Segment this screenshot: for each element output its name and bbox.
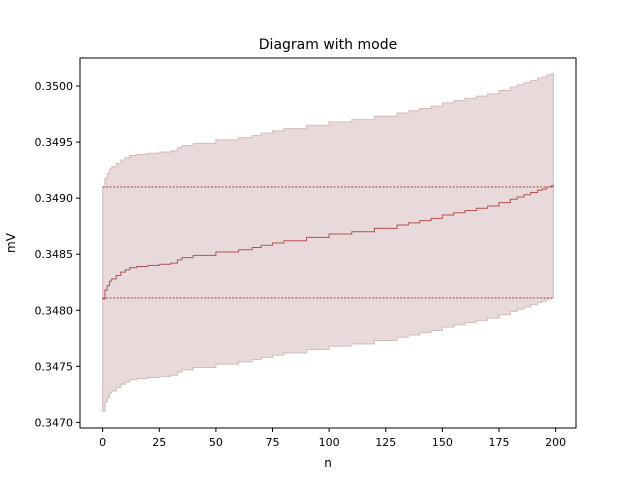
plot-area [102, 72, 554, 412]
x-tick-label: 150 [432, 436, 453, 449]
y-tick-label: 0.3480 [35, 304, 74, 317]
x-axis: 0 25 50 75 100 125 150 175 200 [99, 428, 566, 449]
y-tick-label: 0.3500 [35, 80, 74, 93]
x-axis-label: n [324, 456, 332, 470]
chart-title: Diagram with mode [259, 37, 397, 53]
x-tick-label: 175 [488, 436, 509, 449]
y-axis: 0.3470 0.3475 0.3480 0.3485 0.3490 0.3495 0.35… [35, 80, 80, 429]
y-tick-label: 0.3490 [35, 192, 74, 205]
series-line [102, 184, 554, 300]
y-tick-label: 0.3485 [35, 248, 74, 261]
x-tick-label: 25 [152, 436, 166, 449]
y-tick-label: 0.3470 [35, 416, 74, 429]
x-tick-label: 50 [209, 436, 223, 449]
y-tick-label: 0.3475 [35, 360, 74, 373]
x-tick-label: 200 [545, 436, 566, 449]
x-tick-label: 125 [375, 436, 396, 449]
axes-frame [79, 57, 577, 429]
x-tick-label: 100 [319, 436, 340, 449]
x-tick-label: 75 [266, 436, 280, 449]
y-axis-label: mV [4, 232, 18, 253]
y-tick-label: 0.3495 [35, 136, 74, 149]
x-tick-label: 0 [99, 436, 106, 449]
confidence-band [102, 72, 554, 412]
